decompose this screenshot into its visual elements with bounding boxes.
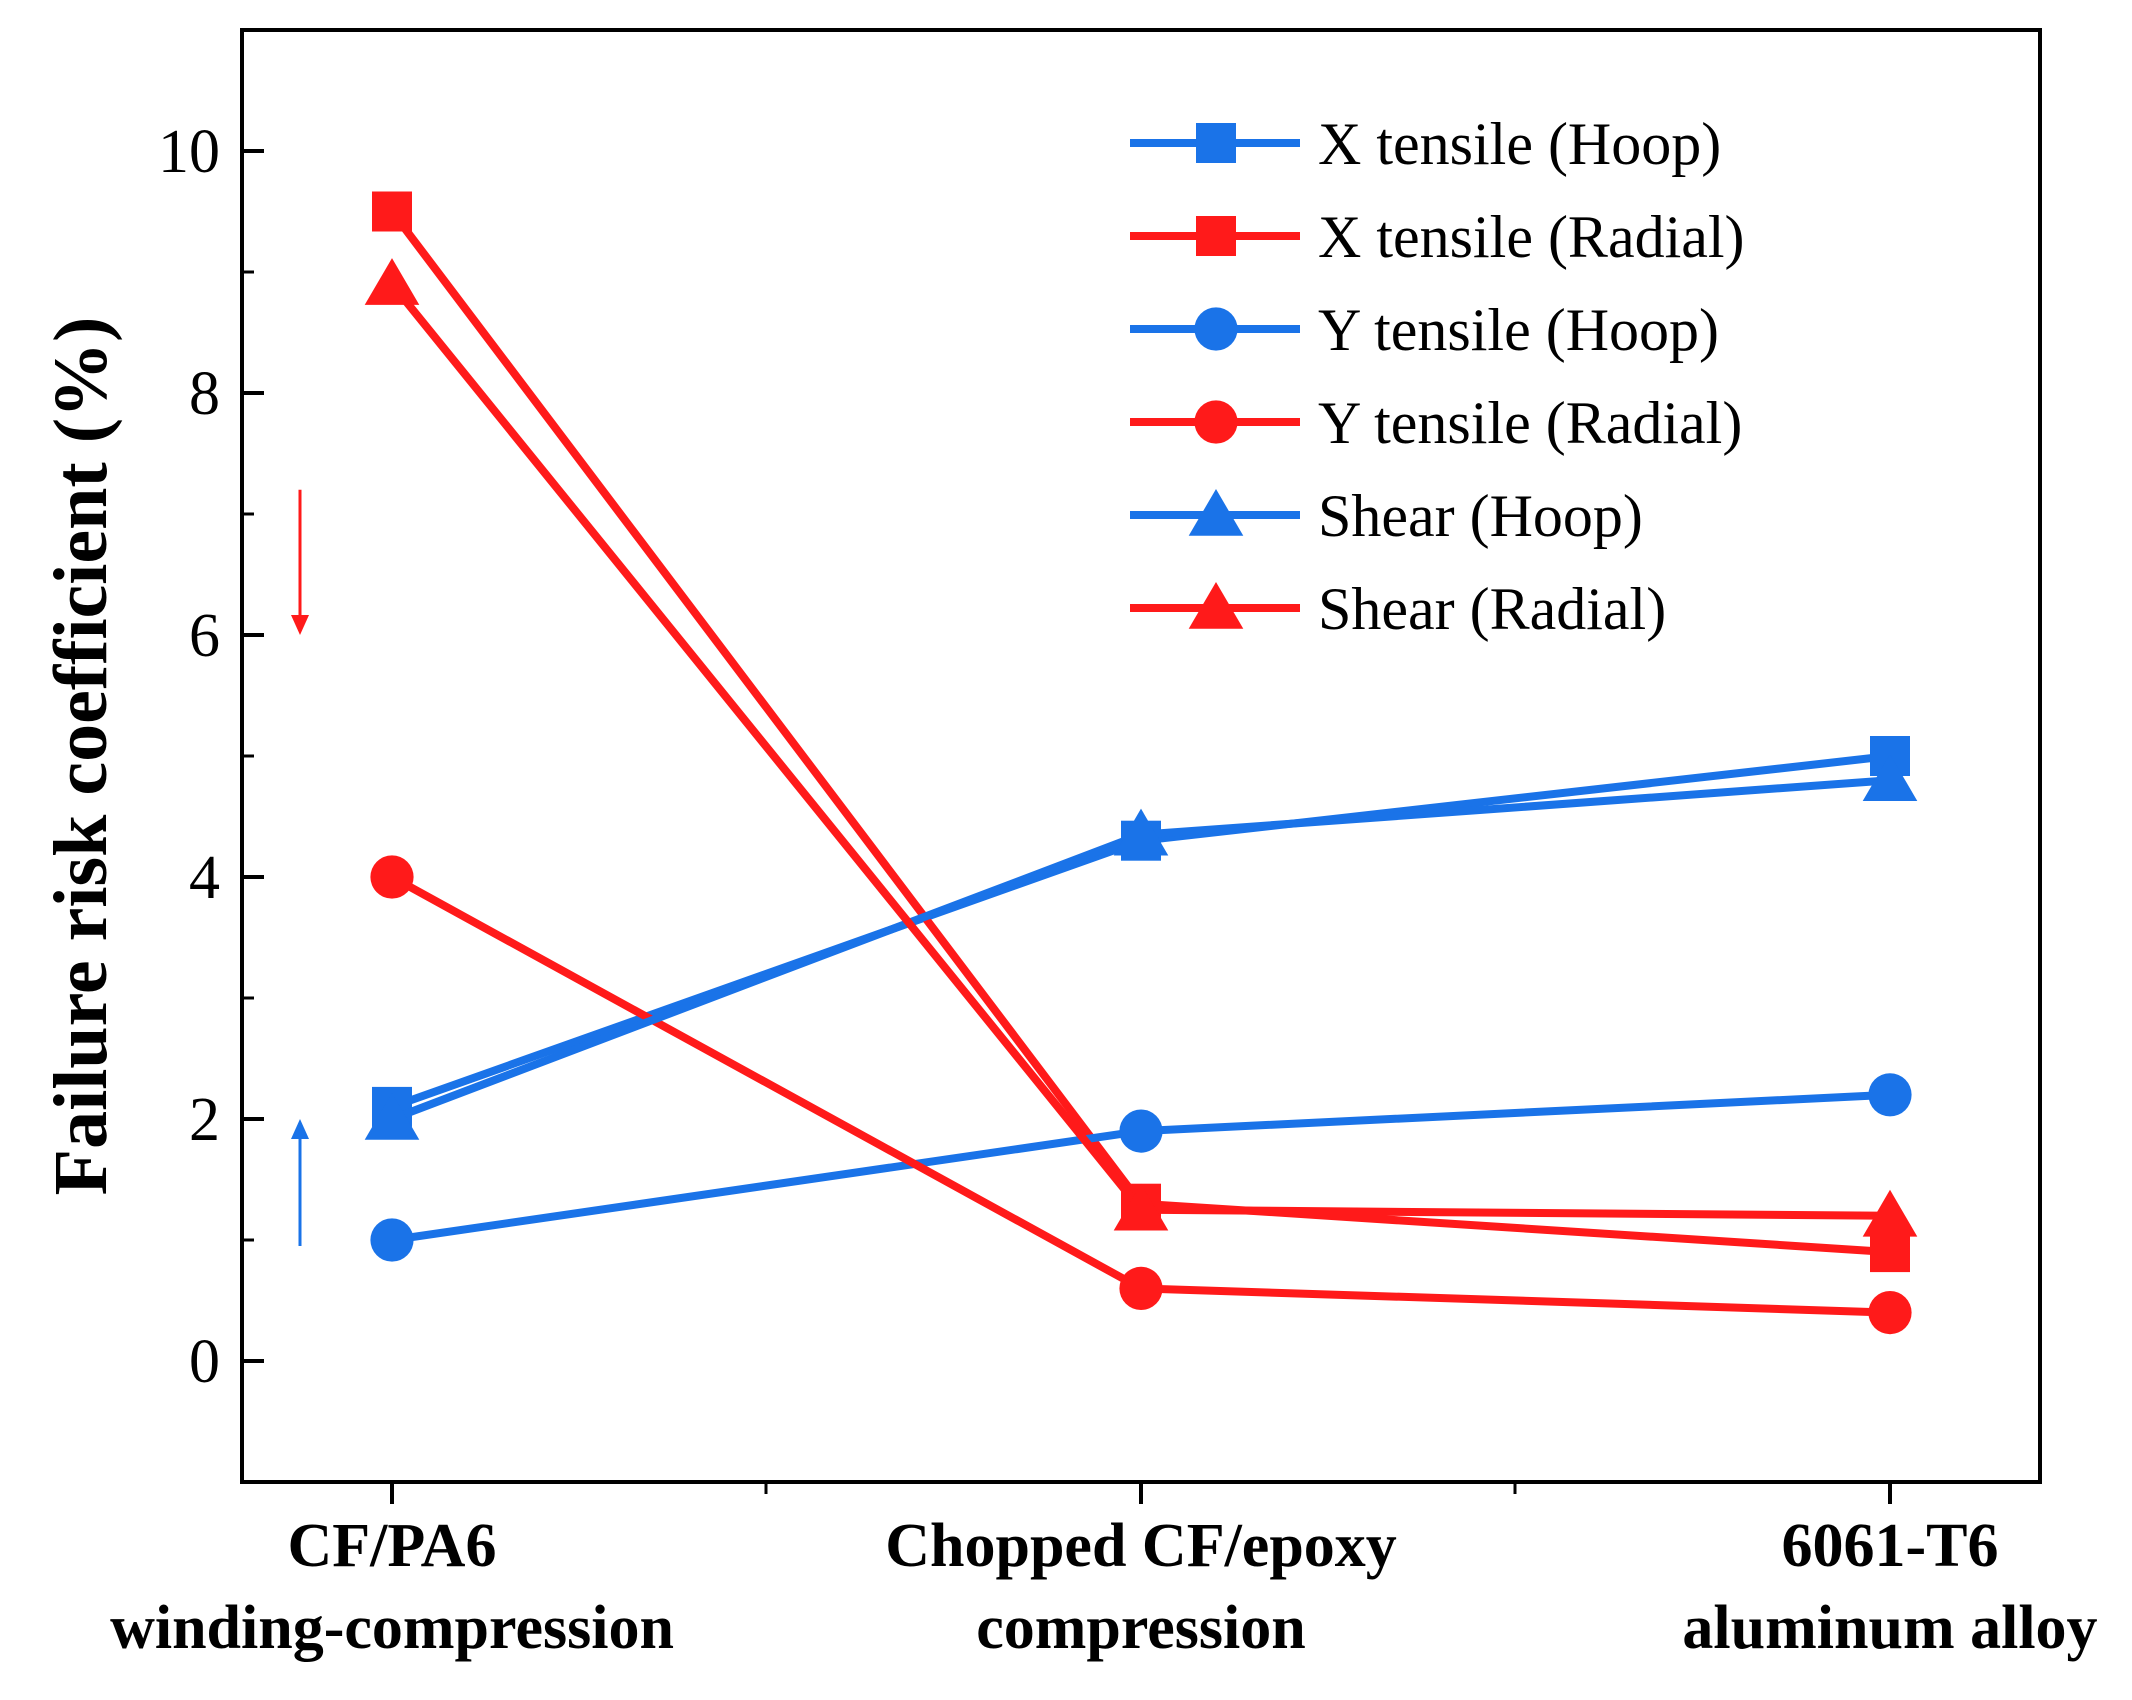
legend-marker xyxy=(1188,489,1244,536)
plot-frame xyxy=(240,28,2042,1484)
data-point xyxy=(370,855,414,899)
y-tick-label: 10 xyxy=(158,118,220,186)
x-tick-label: CF/PA6 xyxy=(288,1512,497,1580)
x-tick-label: 6061-T6 xyxy=(1782,1512,1999,1580)
x-tick-label: winding-compression xyxy=(110,1594,674,1662)
y-tick-label: 2 xyxy=(189,1086,220,1154)
legend-entry: Y tensile (Radial) xyxy=(1130,390,1742,456)
data-point xyxy=(370,1218,414,1262)
x-tick-label: compression xyxy=(976,1594,1306,1662)
series-2 xyxy=(370,1073,1912,1262)
legend-label: Y tensile (Hoop) xyxy=(1318,297,1719,363)
y-tick-label: 0 xyxy=(189,1328,220,1396)
data-point xyxy=(1870,1232,1910,1273)
legend-marker xyxy=(1196,216,1236,256)
data-point xyxy=(364,258,420,305)
series-3 xyxy=(370,855,1912,1335)
annotation-arrow-head xyxy=(291,1119,309,1139)
legend-label: Shear (Hoop) xyxy=(1318,483,1643,549)
legend-entry: X tensile (Hoop) xyxy=(1130,111,1721,177)
data-point xyxy=(1868,1291,1912,1335)
legend-marker xyxy=(1196,123,1236,163)
data-point xyxy=(1119,1109,1163,1153)
annotation-arrow-head xyxy=(291,615,309,635)
legend-label: Y tensile (Radial) xyxy=(1318,390,1742,456)
legend-entry: X tensile (Radial) xyxy=(1130,204,1745,270)
series-line xyxy=(390,873,1891,1317)
legend-entry: Shear (Hoop) xyxy=(1130,483,1643,549)
series-line xyxy=(388,209,1891,1257)
data-point xyxy=(1862,754,1918,801)
legend-entry: Y tensile (Hoop) xyxy=(1130,297,1719,363)
x-tick-label: Chopped CF/epoxy xyxy=(885,1512,1397,1580)
legend: X tensile (Hoop) X tensile (Radial) Y tens… xyxy=(1130,111,1745,642)
data-point xyxy=(372,191,412,232)
data-point xyxy=(364,1093,420,1140)
legend-label: X tensile (Hoop) xyxy=(1318,111,1721,177)
series-line xyxy=(390,752,1891,1111)
legend-marker xyxy=(1194,307,1238,351)
y-tick-label: 6 xyxy=(189,602,220,670)
legend-marker xyxy=(1188,582,1244,629)
legend-marker xyxy=(1194,400,1238,444)
legend-entry: Shear (Radial) xyxy=(1130,576,1666,642)
legend-label: X tensile (Radial) xyxy=(1318,204,1745,270)
series-4 xyxy=(364,754,1918,1140)
legend-label: Shear (Radial) xyxy=(1318,576,1666,642)
annotations xyxy=(291,489,309,1247)
series-5 xyxy=(364,258,1918,1237)
series-layer xyxy=(364,191,1918,1335)
x-tick-label: aluminum alloy xyxy=(1682,1594,2097,1662)
data-point xyxy=(1862,1189,1918,1237)
data-point xyxy=(1119,1266,1163,1310)
y-tick-label: 8 xyxy=(189,360,220,428)
y-tick-label: 4 xyxy=(189,844,220,912)
data-point xyxy=(1113,1183,1169,1231)
data-point xyxy=(1113,808,1169,856)
y-axis-title: Failure risk coefficient (%) xyxy=(39,317,123,1196)
data-point xyxy=(1868,1073,1912,1117)
axes: 0 2 4 6 8 10 CF/PA6 winding-compression Chopped … xyxy=(110,28,2098,1662)
